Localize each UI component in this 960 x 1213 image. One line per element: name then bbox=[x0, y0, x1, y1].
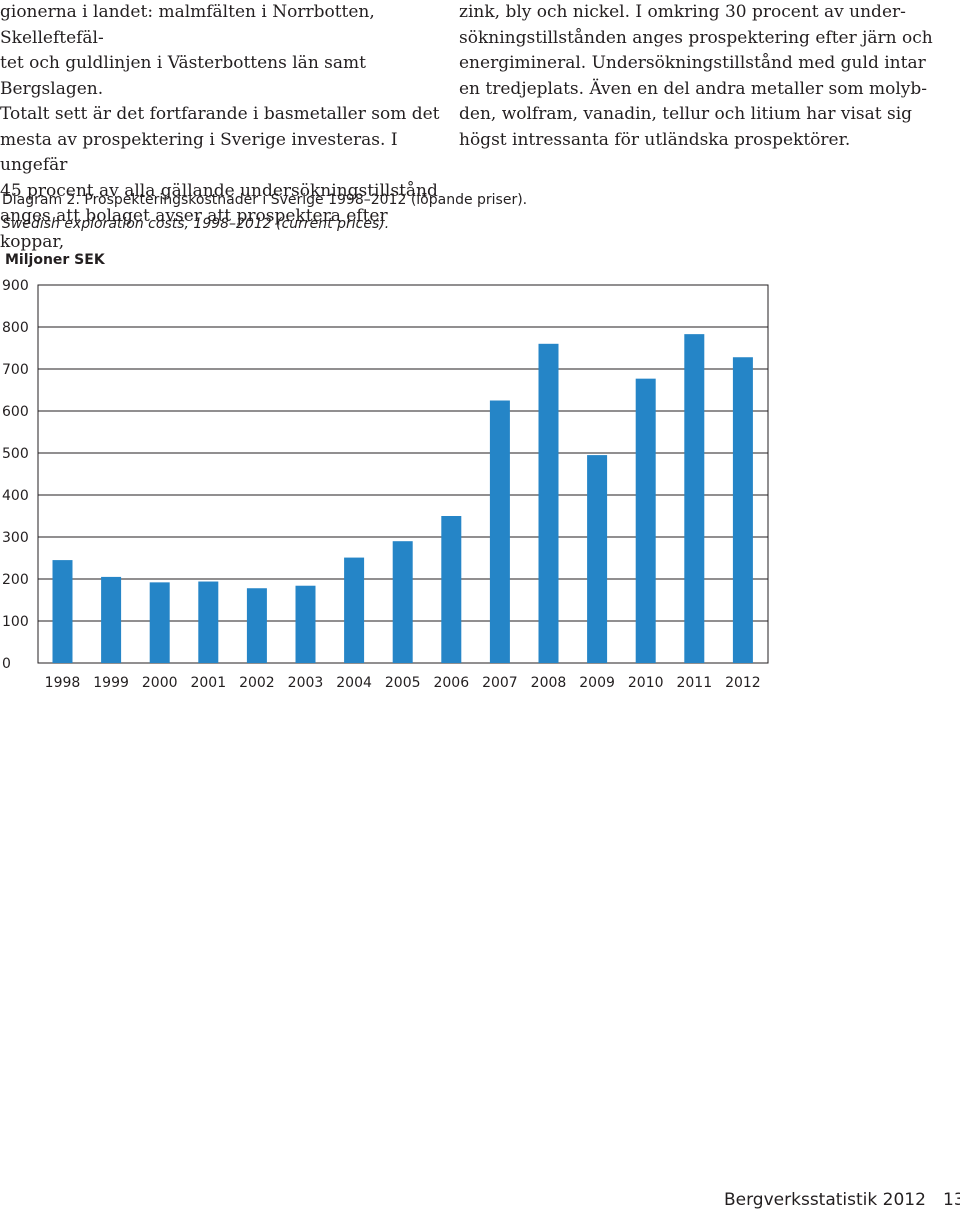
paragraph-right: zink, bly och nickel. I omkring 30 proce… bbox=[459, 2, 933, 150]
bar-2000 bbox=[149, 582, 170, 663]
x-tick-label: 2011 bbox=[676, 675, 712, 691]
chart-bars bbox=[52, 334, 753, 663]
x-tick-label: 2009 bbox=[579, 675, 615, 691]
bar-2007 bbox=[489, 400, 510, 663]
x-tick-label: 2007 bbox=[482, 675, 518, 691]
bar-2005 bbox=[392, 541, 413, 663]
paragraph-left: gionerna i landet: malmfälten i Norrbott… bbox=[0, 2, 440, 252]
x-tick-label: 1999 bbox=[93, 675, 129, 691]
y-tick-label: 100 bbox=[2, 614, 29, 630]
exploration-costs-bar-chart: Miljoner SEK 0 100 200 300 400 500 600 700 800 900… bbox=[2, 252, 769, 691]
y-tick-label: 200 bbox=[2, 572, 29, 588]
x-tick-label: 1998 bbox=[45, 675, 81, 691]
x-tick-label: 2006 bbox=[433, 675, 469, 691]
y-axis-label: Miljoner SEK bbox=[5, 252, 106, 268]
x-tick-label: 2003 bbox=[288, 675, 324, 691]
body-text-left-column: gionerna i landet: malmfälten i Norrbott… bbox=[0, 0, 445, 255]
bar-2001 bbox=[198, 581, 219, 663]
bar-1998 bbox=[52, 560, 73, 663]
figure-caption-swedish: Diagram 2. Prospekteringskostnader i Sve… bbox=[2, 192, 528, 208]
x-tick-label: 2002 bbox=[239, 675, 275, 691]
x-tick-label: 2000 bbox=[142, 675, 178, 691]
y-tick-label: 800 bbox=[2, 320, 29, 336]
bar-2006 bbox=[441, 516, 462, 663]
y-tick-label: 900 bbox=[2, 278, 29, 294]
bar-1999 bbox=[101, 576, 122, 663]
x-tick-label: 2005 bbox=[385, 675, 421, 691]
bar-2008 bbox=[538, 343, 559, 663]
y-tick-label: 600 bbox=[2, 404, 29, 420]
bar-2009 bbox=[587, 455, 608, 663]
x-tick-label: 2008 bbox=[531, 675, 567, 691]
y-tick-label: 500 bbox=[2, 446, 29, 462]
y-tick-label: 700 bbox=[2, 362, 29, 378]
body-text-right-column: zink, bly och nickel. I omkring 30 proce… bbox=[459, 0, 959, 153]
bar-2002 bbox=[246, 588, 267, 663]
y-tick-label: 400 bbox=[2, 488, 29, 504]
footer-publication-title: Bergverksstatistik 2012 bbox=[724, 1190, 926, 1210]
x-tick-label: 2004 bbox=[336, 675, 372, 691]
x-tick-label: 2001 bbox=[190, 675, 226, 691]
chart-labels: Miljoner SEK 0 100 200 300 400 500 600 700 800 900… bbox=[2, 252, 761, 691]
x-tick-label: 2010 bbox=[628, 675, 664, 691]
y-tick-label: 300 bbox=[2, 530, 29, 546]
y-tick-label: 0 bbox=[2, 656, 11, 672]
bar-2003 bbox=[295, 585, 316, 663]
bar-2004 bbox=[344, 557, 365, 663]
bar-2010 bbox=[635, 378, 656, 663]
footer-page-number: 13 bbox=[943, 1190, 960, 1210]
x-tick-label: 2012 bbox=[725, 675, 761, 691]
bar-2012 bbox=[732, 357, 753, 663]
figure-caption-english: Swedish exploration costs, 1998–2012 (cu… bbox=[2, 216, 390, 232]
bar-2011 bbox=[684, 334, 705, 663]
